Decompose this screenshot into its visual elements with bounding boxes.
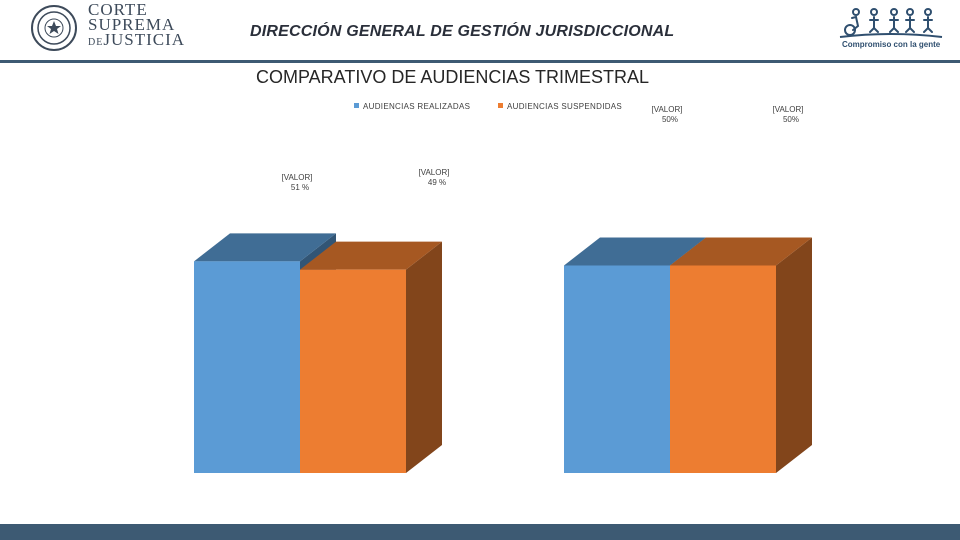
brand-wordmark: CORTE SUPREMA DEJUSTICIA (88, 0, 186, 50)
legend-label-1: AUDIENCIAS REALIZADAS (363, 102, 470, 111)
data-label-1-2-line2: 49 % (428, 178, 446, 187)
bar-top-2-2 (670, 237, 812, 266)
data-label-2-1-line1: [VALOR] (652, 105, 683, 114)
legend-swatch-2 (498, 103, 503, 108)
header-title: DIRECCIÓN GENERAL DE GESTIÓN JURISDICCIO… (250, 23, 675, 40)
footer-bar (0, 524, 960, 540)
bar-1-1 (194, 261, 300, 473)
brand-de: DE (88, 37, 104, 48)
seal-icon (31, 5, 77, 51)
bar-top-1-1 (194, 233, 336, 262)
chart-title: COMPARATIVO DE AUDIENCIAS TRIMESTRAL (256, 67, 650, 87)
header-divider (0, 60, 960, 63)
bar-top-1-2 (300, 241, 442, 270)
data-label-1-1-line1: [VALOR] (282, 173, 313, 182)
brand-line-corte: CORTE (88, 0, 148, 19)
brand-line-suprema: SUPREMA (88, 15, 176, 34)
bar-1-2 (300, 269, 406, 473)
data-label-2-2-line1: [VALOR] (773, 105, 804, 114)
bar-2-2 (670, 265, 776, 473)
legend-swatch-1 (354, 103, 359, 108)
bar-2-1 (564, 265, 670, 473)
bar-side-1-2 (406, 241, 442, 473)
data-label-2-2-line2: 50% (783, 115, 799, 124)
data-label-1-1-line2: 51 % (291, 183, 309, 192)
bar-top-2-1 (564, 237, 706, 266)
data-label-1-2-line1: [VALOR] (419, 168, 450, 177)
bar-side-2-2 (776, 237, 812, 473)
brand-line-justicia: JUSTICIA (103, 30, 186, 49)
slogan: Compromiso con la gente (842, 40, 941, 49)
header-bar: CORTE SUPREMA DEJUSTICIA DIRECCIÓN GENER… (0, 0, 960, 60)
people-icon (839, 8, 943, 38)
data-label-2-1-line2: 50% (662, 115, 678, 124)
legend-label-2: AUDIENCIAS SUSPENDIDAS (507, 102, 622, 111)
